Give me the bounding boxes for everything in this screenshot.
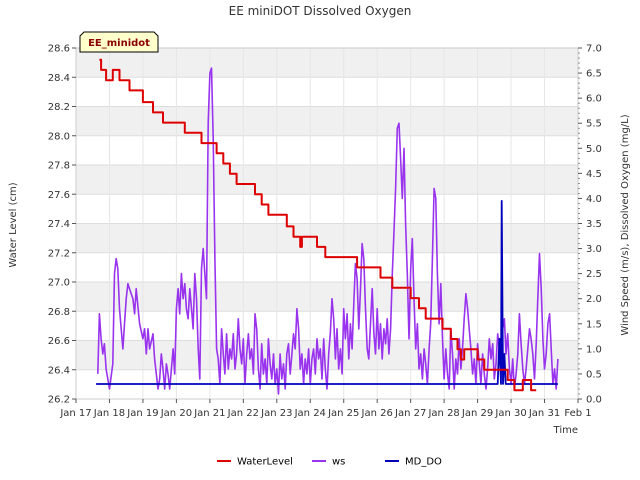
station-badge: EE_minidot bbox=[79, 31, 159, 53]
right-tick-label: 2.0 bbox=[586, 294, 602, 305]
plot-band bbox=[76, 48, 578, 78]
series-line-ws bbox=[97, 67, 559, 395]
x-tick-label: Jan 25 bbox=[327, 408, 359, 419]
x-tick-label: Jan 21 bbox=[193, 408, 225, 419]
right-tick-label: 3.0 bbox=[586, 244, 602, 255]
x-axis: Jan 17 Jan 18 Jan 19 Jan 20 Jan 21 Jan 22 Jan … bbox=[59, 399, 592, 419]
plot-background bbox=[76, 48, 578, 399]
legend: WaterLevel ws MD_DO bbox=[217, 457, 442, 468]
right-tick-label: 0.0 bbox=[586, 395, 602, 406]
right-tick-label: 5.0 bbox=[586, 144, 602, 155]
station-badge-label: EE_minidot bbox=[88, 38, 150, 49]
right-tick-label: 1.0 bbox=[586, 344, 602, 355]
right-tick-label: 2.5 bbox=[586, 269, 602, 280]
right-tick-label: 0.5 bbox=[586, 369, 602, 380]
x-tick-label: Jan 26 bbox=[361, 408, 393, 419]
x-tick-label: Jan 24 bbox=[294, 408, 326, 419]
plot-band bbox=[76, 165, 578, 195]
left-tick-label: 27.4 bbox=[48, 219, 70, 230]
left-tick-label: 26.2 bbox=[48, 395, 70, 406]
series-line-waterlevel bbox=[99, 58, 537, 392]
plot-band bbox=[76, 311, 578, 341]
legend-label: WaterLevel bbox=[237, 457, 293, 468]
right-tick-label: 4.0 bbox=[586, 194, 602, 205]
x-tick-label: Jan 29 bbox=[461, 408, 493, 419]
left-tick-label: 28.6 bbox=[48, 44, 70, 55]
x-tick-label: Jan 18 bbox=[93, 408, 125, 419]
legend-label: MD_DO bbox=[405, 457, 442, 468]
right-tick-label: 1.5 bbox=[586, 319, 602, 330]
y-axis-label-left: Water Level (cm) bbox=[8, 182, 19, 267]
left-tick-label: 26.6 bbox=[48, 336, 70, 347]
x-tick-label: Jan 19 bbox=[126, 408, 158, 419]
left-tick-label: 28.0 bbox=[48, 131, 70, 142]
left-tick-label: 27.0 bbox=[48, 278, 70, 289]
left-tick-label: 28.2 bbox=[48, 102, 70, 113]
x-tick-label: Jan 20 bbox=[160, 408, 192, 419]
chart-title: EE miniDOT Dissolved Oxygen bbox=[229, 4, 412, 18]
left-tick-label: 26.8 bbox=[48, 307, 70, 318]
legend-label: ws bbox=[332, 457, 345, 468]
left-axis: 26.2 26.4 26.6 26.8 27.0 27.2 27.4 27.6 27.8 28.0… bbox=[48, 44, 76, 406]
right-tick-label: 6.5 bbox=[586, 69, 602, 80]
plot-band bbox=[76, 135, 578, 165]
plot-band bbox=[76, 282, 578, 312]
plot-band bbox=[76, 223, 578, 253]
plot-band bbox=[76, 106, 578, 136]
x-tick-label: Jan 22 bbox=[227, 408, 259, 419]
x-tick-label: Jan 31 bbox=[528, 408, 560, 419]
right-tick-label: 5.5 bbox=[586, 119, 602, 130]
y-axis-label-right: Wind Speed (m/s), Dissolved Oxygen (mg/L… bbox=[620, 114, 631, 335]
plot-band bbox=[76, 194, 578, 224]
x-tick-label: Jan 23 bbox=[260, 408, 292, 419]
right-tick-label: 4.5 bbox=[586, 169, 602, 180]
left-tick-label: 28.4 bbox=[48, 73, 70, 84]
right-tick-label: 6.0 bbox=[586, 94, 602, 105]
x-tick-label: Jan 17 bbox=[59, 408, 91, 419]
x-axis-label: Time bbox=[553, 425, 578, 436]
left-tick-label: 27.6 bbox=[48, 190, 70, 201]
left-tick-label: 27.2 bbox=[48, 248, 70, 259]
plot-band bbox=[76, 77, 578, 107]
x-tick-label: Jan 27 bbox=[394, 408, 426, 419]
x-tick-label: Jan 28 bbox=[427, 408, 459, 419]
left-tick-label: 27.8 bbox=[48, 161, 70, 172]
right-tick-label: 7.0 bbox=[586, 44, 602, 55]
left-tick-label: 26.4 bbox=[48, 365, 70, 376]
right-tick-label: 3.5 bbox=[586, 219, 602, 230]
x-tick-label: Feb 1 bbox=[564, 408, 591, 419]
x-tick-label: Jan 30 bbox=[494, 408, 526, 419]
right-axis: 0.0 0.5 1.0 1.5 2.0 2.5 3.0 3.5 4.0 4.5 5.0 5.5 6.0 6… bbox=[578, 44, 602, 406]
series-layer bbox=[96, 58, 559, 395]
